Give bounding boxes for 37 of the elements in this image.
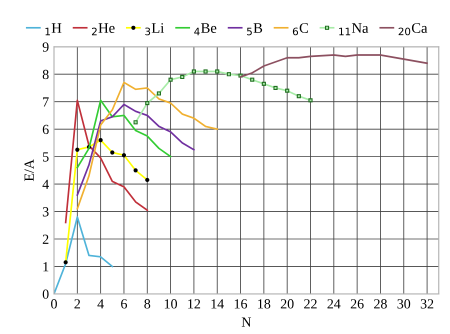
y-tick-label: 3 — [42, 207, 49, 216]
x-tick-label: 22 — [304, 299, 317, 308]
x-tick-label: 16 — [234, 299, 248, 309]
legend-label: $_{6}$C — [292, 23, 308, 36]
y-tick-label: 0 — [42, 290, 49, 299]
y-tick-label: 4 — [42, 180, 49, 189]
y-tick-label: 5 — [43, 152, 49, 162]
y-tick-label: 7 — [43, 97, 49, 107]
legend-label: $_{20}$Ca — [398, 23, 428, 36]
x-tick-label: 26 — [350, 299, 364, 309]
y-tick-label: 6 — [42, 124, 49, 134]
legend-label: $_{1}$H — [46, 23, 62, 36]
x-tick-label: 4 — [97, 299, 104, 308]
y-tick-label: 9 — [42, 42, 49, 52]
legend-label: $_{5}$B — [247, 23, 262, 36]
x-tick-label: 20 — [280, 299, 294, 309]
x-tick-label: 2 — [74, 299, 80, 308]
x-tick-label: 28 — [374, 299, 387, 309]
x-tick-label: 0 — [51, 299, 57, 309]
y-axis-title: E/A — [24, 159, 34, 182]
x-tick-label: 24 — [327, 299, 341, 308]
y-tick-label: 8 — [42, 70, 49, 80]
y-tick-label: 2 — [42, 234, 48, 244]
x-tick-label: 10 — [164, 299, 178, 309]
x-tick-label: 12 — [188, 299, 200, 308]
legend-label: $_{2}$He — [92, 23, 115, 36]
x-tick-label: 30 — [397, 299, 410, 309]
x-tick-label: 18 — [258, 299, 270, 309]
x-axis-title: N — [242, 317, 252, 327]
legend-label: $_{4}$Be — [194, 23, 216, 36]
legend-label: $_{3}$Li — [145, 23, 164, 36]
x-tick-label: 32 — [420, 299, 434, 309]
x-tick-label: 14 — [212, 299, 224, 308]
legend-label: $_{11}$Na — [339, 23, 368, 36]
y-tick-label: 1 — [43, 262, 48, 272]
x-tick-label: 6 — [121, 299, 128, 309]
x-tick-label: 8 — [144, 299, 150, 309]
